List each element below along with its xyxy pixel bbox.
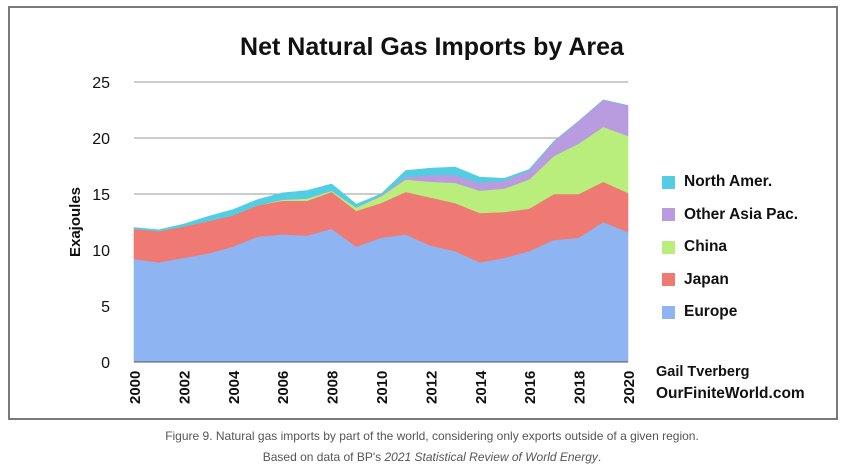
legend-swatch <box>662 175 675 189</box>
legend-swatch <box>662 273 675 287</box>
legend-swatch <box>662 305 675 319</box>
legend-item: Other Asia Pac. <box>662 199 798 232</box>
legend-swatch <box>662 240 675 254</box>
x-tick-label: 2010 <box>374 371 391 404</box>
y-tick-label: 0 <box>101 355 110 372</box>
y-axis-label: Exajoules <box>67 187 84 257</box>
legend-label: Other Asia Pac. <box>684 205 799 223</box>
x-tick-label: 2008 <box>325 371 342 404</box>
x-tick-label: 2004 <box>226 370 243 404</box>
chart-title: Net Natural Gas Imports by Area <box>240 33 624 61</box>
legend-label: North Amer. <box>684 173 773 191</box>
x-tick-label: 2012 <box>423 371 440 404</box>
figure-caption-line2: Based on data of BP's 2021 Statistical R… <box>0 450 864 464</box>
legend-label: China <box>684 238 728 256</box>
y-tick-label: 25 <box>92 75 110 92</box>
caption-source-title: 2021 Statistical Review of World Energy <box>384 450 598 464</box>
y-tick-label: 15 <box>92 187 110 204</box>
x-tick-label: 2006 <box>275 371 292 404</box>
x-tick-label: 2014 <box>473 370 490 404</box>
x-tick-label: 2002 <box>176 371 193 404</box>
caption-suffix: . <box>597 450 602 464</box>
site-credit: OurFiniteWorld.com <box>656 385 805 402</box>
legend-item: China <box>662 231 798 264</box>
area-north-amer <box>133 99 629 232</box>
legend-item: Europe <box>662 296 798 329</box>
legend-label: Japan <box>684 270 729 288</box>
x-tick-label: 2000 <box>127 371 144 404</box>
figure-caption-line1: Figure 9. Natural gas imports by part of… <box>165 429 699 443</box>
x-tick-label: 2020 <box>621 371 638 404</box>
legend-item: Japan <box>662 264 798 297</box>
y-tick-label: 10 <box>92 243 110 260</box>
legend-item: North Amer. <box>662 166 798 199</box>
y-tick-label: 20 <box>92 131 110 148</box>
x-tick-label: 2018 <box>572 371 589 404</box>
y-tick-label: 5 <box>101 299 110 316</box>
author-credit: Gail Tverberg <box>656 364 750 380</box>
caption-prefix: Based on data of BP's <box>262 450 385 464</box>
x-tick-label: 2016 <box>522 371 539 404</box>
legend-label: Europe <box>684 303 738 321</box>
legend: North Amer. Other Asia Pac. China Japan Euro… <box>662 166 798 329</box>
legend-swatch <box>662 208 675 222</box>
